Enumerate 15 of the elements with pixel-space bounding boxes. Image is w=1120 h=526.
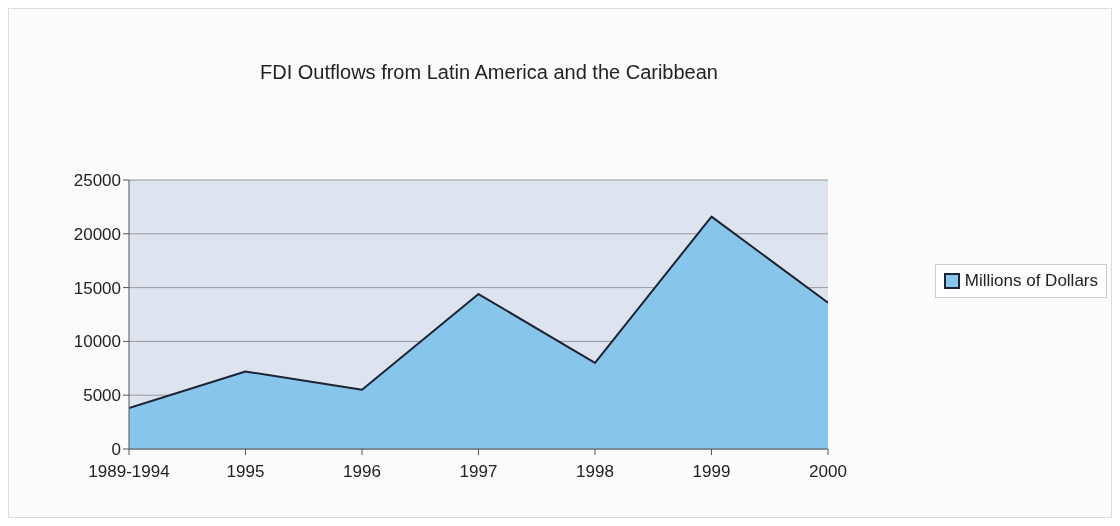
x-tick-label: 1996 bbox=[343, 462, 381, 482]
y-tick-label: 0 bbox=[111, 440, 121, 460]
chart-title: FDI Outflows from Latin America and the Caribbean bbox=[259, 61, 719, 84]
x-tick-label: 1989-1994 bbox=[88, 462, 170, 482]
x-tick-label: 1998 bbox=[576, 462, 614, 482]
y-tick-label: 5000 bbox=[83, 386, 121, 406]
y-tick-label: 10000 bbox=[73, 332, 121, 352]
y-tick-label: 20000 bbox=[73, 224, 121, 244]
y-tick-label: 25000 bbox=[73, 171, 121, 191]
y-tick-label: 15000 bbox=[73, 278, 121, 298]
x-tick-label: 1999 bbox=[692, 462, 731, 482]
x-tick-label: 1997 bbox=[459, 462, 498, 482]
x-tick-label: 1995 bbox=[226, 462, 265, 482]
legend-label: Millions of Dollars bbox=[963, 271, 1098, 291]
x-tick-label: 2000 bbox=[809, 462, 847, 482]
